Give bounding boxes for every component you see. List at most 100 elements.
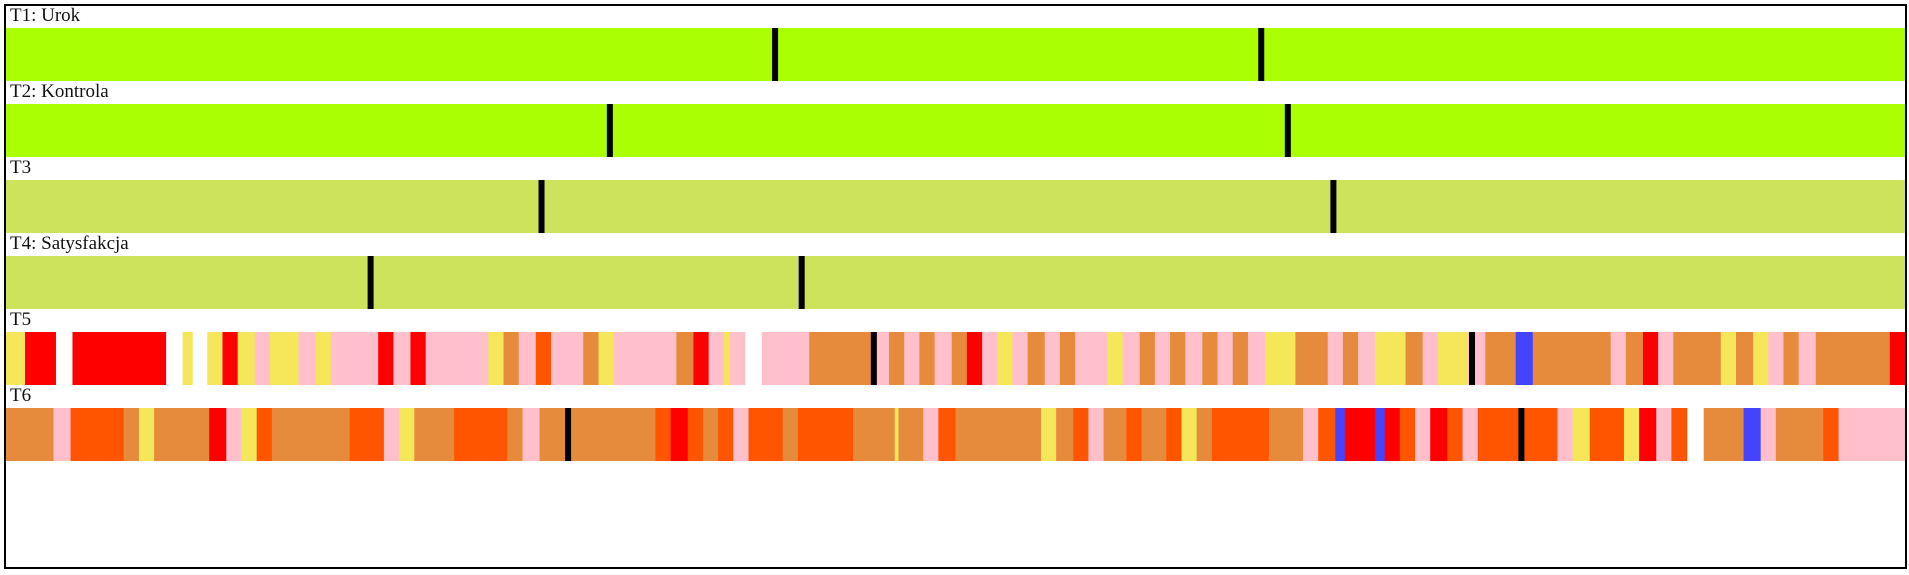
marker-t4-0	[367, 256, 374, 309]
segment-t5-32	[889, 332, 905, 385]
segment-t2-0	[6, 104, 1905, 157]
segment-t5-8	[269, 332, 300, 385]
segment-t5-75	[1753, 332, 1769, 385]
segment-t6-50	[1335, 408, 1346, 461]
segment-t6-7	[226, 408, 243, 461]
segment-t5-52	[1217, 332, 1234, 385]
segment-t6-20	[655, 408, 672, 461]
segment-t6-29	[852, 408, 896, 461]
segment-t6-38	[1073, 408, 1090, 461]
segment-t6-37	[1056, 408, 1074, 461]
marker-t6-1	[1518, 408, 1525, 461]
segment-t5-70	[1642, 332, 1659, 385]
segment-t5-38	[982, 332, 998, 385]
segment-t6-11	[349, 408, 385, 461]
segment-t5-76	[1768, 332, 1785, 385]
track-t2	[6, 104, 1905, 157]
track-t3	[6, 180, 1905, 233]
segment-t5-50	[1185, 332, 1203, 385]
marker-t4-1	[798, 256, 805, 309]
segment-t6-45	[1196, 408, 1213, 461]
segment-t6-32	[923, 408, 940, 461]
segment-t5-55	[1265, 332, 1297, 385]
segment-t5-44	[1075, 332, 1109, 385]
segment-t6-2	[70, 408, 125, 461]
track-label-t4: T4: Satysfakcja	[10, 233, 129, 254]
track-t1	[6, 28, 1905, 81]
segment-t5-77	[1783, 332, 1800, 385]
segment-t6-68	[1703, 408, 1745, 461]
segment-t5-24	[676, 332, 695, 385]
segment-t6-51	[1344, 408, 1376, 461]
segment-t5-1	[24, 332, 56, 385]
segment-t6-27	[782, 408, 799, 461]
segment-t5-34	[919, 332, 936, 385]
track-label-t2: T2: Kontrola	[10, 81, 109, 102]
segment-t6-56	[1430, 408, 1448, 461]
segment-t5-15	[425, 332, 489, 385]
segment-t5-26	[708, 332, 725, 385]
segment-t5-80	[1889, 332, 1905, 385]
segment-t5-69	[1625, 332, 1644, 385]
segment-t5-68	[1610, 332, 1627, 385]
segment-t5-67	[1532, 332, 1612, 385]
segment-t6-41	[1126, 408, 1143, 461]
segment-t5-11	[330, 332, 379, 385]
segment-t5-14	[410, 332, 427, 385]
segment-t6-14	[414, 408, 455, 461]
segment-t6-52	[1375, 408, 1386, 461]
segment-t6-3	[123, 408, 140, 461]
segment-t6-16	[507, 408, 524, 461]
segment-t6-10	[271, 408, 351, 461]
segment-t6-5	[154, 408, 210, 461]
segment-t5-37	[966, 332, 983, 385]
segment-t5-65	[1485, 332, 1517, 385]
track-t6	[6, 408, 1905, 461]
segment-t5-46	[1122, 332, 1141, 385]
segment-t6-9	[256, 408, 273, 461]
track-label-t3: T3	[10, 157, 32, 178]
segment-t6-66	[1656, 408, 1673, 461]
segment-t5-43	[1059, 332, 1076, 385]
segment-t5-20	[551, 332, 584, 385]
segment-t5-54	[1247, 332, 1266, 385]
segment-t6-71	[1775, 408, 1824, 461]
segment-t5-57	[1327, 332, 1344, 385]
segment-t6-24	[718, 408, 734, 461]
marker-t1-1	[1258, 28, 1265, 81]
segment-t5-48	[1154, 332, 1171, 385]
segment-t5-45	[1107, 332, 1124, 385]
segment-t5-5	[222, 332, 239, 385]
segment-t5-58	[1342, 332, 1359, 385]
marker-t3-1	[1330, 180, 1337, 233]
marker-t1-0	[772, 28, 779, 81]
segment-t5-60	[1375, 332, 1407, 385]
segment-t5-10	[315, 332, 332, 385]
track-label-t6: T6	[10, 385, 32, 406]
segment-t5-39	[997, 332, 1014, 385]
segment-t5-78	[1798, 332, 1817, 385]
segment-t5-21	[583, 332, 600, 385]
segment-t6-70	[1760, 408, 1777, 461]
segment-t6-44	[1181, 408, 1198, 461]
segment-t6-4	[138, 408, 155, 461]
segment-t6-46	[1211, 408, 1270, 461]
segment-t5-2	[72, 332, 167, 385]
segment-t6-65	[1639, 408, 1657, 461]
segment-t6-34	[955, 408, 972, 461]
timeline-chart	[6, 28, 1905, 461]
segment-t5-51	[1202, 332, 1219, 385]
segment-t6-13	[399, 408, 415, 461]
segment-t6-17	[522, 408, 541, 461]
segment-t5-33	[904, 332, 921, 385]
segment-t5-63	[1437, 332, 1469, 385]
segment-t6-25	[733, 408, 750, 461]
segment-t6-15	[454, 408, 508, 461]
segment-t6-57	[1447, 408, 1464, 461]
segment-t5-71	[1658, 332, 1674, 385]
segment-t6-40	[1103, 408, 1128, 461]
segment-t6-62	[1572, 408, 1591, 461]
segment-t5-72	[1673, 332, 1722, 385]
segment-t4-0	[6, 256, 1905, 309]
segment-t5-42	[1044, 332, 1061, 385]
